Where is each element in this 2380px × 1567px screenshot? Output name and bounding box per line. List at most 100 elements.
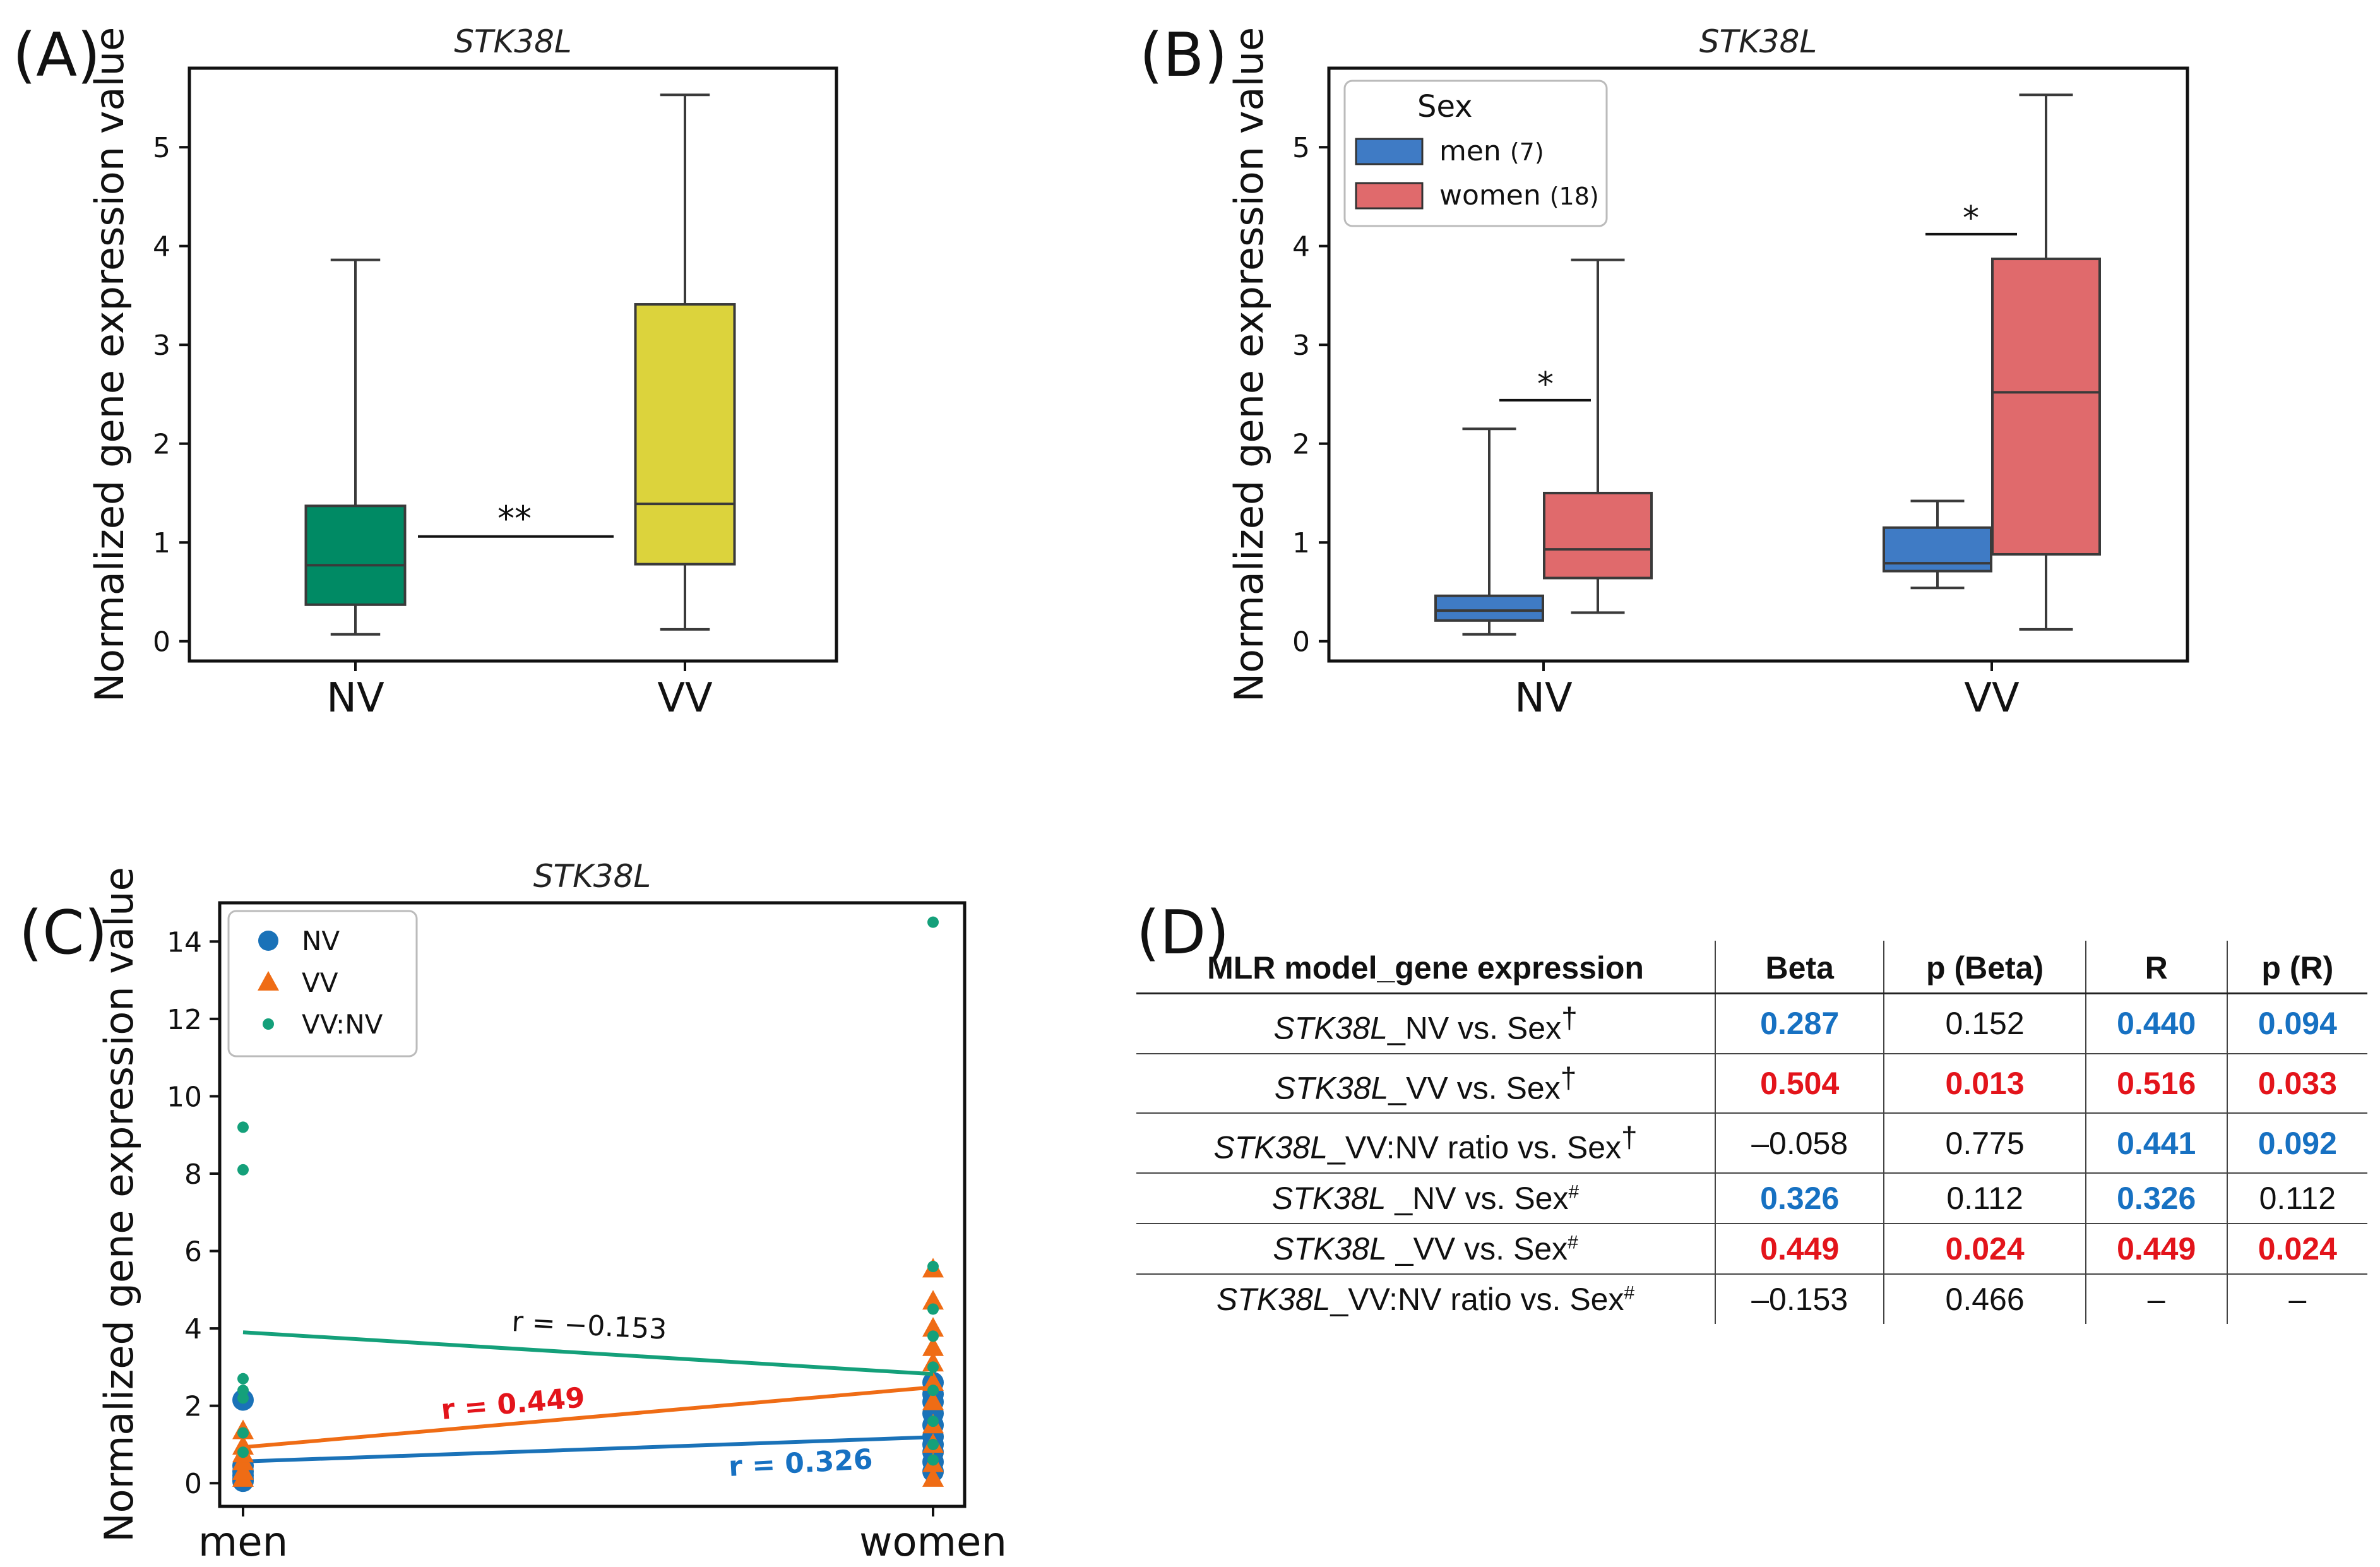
panel-a-plot-frame xyxy=(187,66,838,663)
panel-b-legend-label: women (18) xyxy=(1439,179,1599,212)
table-value-cell: 0.440 xyxy=(2085,993,2227,1054)
panel-c-y-tick-label: 2 xyxy=(184,1391,202,1423)
table-value-cell: 0.024 xyxy=(2226,1223,2367,1275)
panel-b-panel: STK38L 0 1 2 3 4 5 Normalized gene expression v… xyxy=(1226,23,2189,722)
panel-c-legend-marker xyxy=(258,971,279,991)
panel-c-point-vvnv xyxy=(927,916,939,928)
panel-c-point-vvnv xyxy=(927,1261,939,1273)
panel-c-x-tick-label: women xyxy=(859,1519,1007,1566)
panel-c-legend-label: VV:NV xyxy=(302,1009,383,1040)
panel-c-plot-frame xyxy=(218,901,967,1508)
table-row: STK38L _VV vs. Sex# 0.449 0.024 0.449 0.024 xyxy=(1136,1223,2367,1275)
panel-c-point-vv xyxy=(922,1390,944,1410)
panel-c-y-tick-label: 8 xyxy=(184,1159,202,1191)
panel-b-vv-men-box xyxy=(1883,526,1992,573)
panel-a-y-tick-label: 2 xyxy=(153,429,170,461)
panel-a-y-axis-label: Normalized gene expression value xyxy=(86,27,133,702)
panel-c-point-vvnv xyxy=(927,1454,939,1466)
table-value-cell: 0.024 xyxy=(1883,1223,2086,1275)
table-value-cell: –0.153 xyxy=(1714,1273,1884,1324)
table-value-cell: – xyxy=(2085,1273,2227,1324)
panel-b-y-tick-label: 3 xyxy=(1292,330,1310,362)
panel-a-x-tick-label: VV xyxy=(657,675,713,722)
table-model-cell: STK38L _NV vs. Sex# xyxy=(1136,1172,1715,1224)
table-row: STK38L _NV vs. Sex# 0.326 0.112 0.326 0.112 xyxy=(1136,1172,2367,1224)
panel-a-panel: STK38L 0 1 2 3 4 5 Normalized gene expression v… xyxy=(86,23,838,722)
table-model-cell: STK38L_VV:NV ratio vs. Sex† xyxy=(1136,1113,1715,1174)
table-model-cell: STK38L_VV vs. Sex† xyxy=(1136,1053,1715,1114)
gene-name: STK38L xyxy=(1274,1070,1389,1106)
table-value-cell: 0.441 xyxy=(2085,1113,2227,1174)
table-value-cell: 0.516 xyxy=(2085,1053,2227,1114)
panel-c-y-tick-label: 12 xyxy=(167,1004,202,1036)
table-value-cell: 0.112 xyxy=(2226,1172,2367,1224)
panel-a-significance-label: ** xyxy=(497,499,532,539)
panel-c-y-tick-label: 14 xyxy=(167,926,202,958)
panel-c-y-tick-label: 4 xyxy=(184,1313,202,1345)
panel-c-point-vv xyxy=(922,1371,944,1391)
panel-c-x-tick-label: men xyxy=(198,1519,288,1566)
panel-a-y-tick-label: 1 xyxy=(153,527,170,559)
table-value-cell: 0.504 xyxy=(1714,1053,1884,1114)
footnote-marker: † xyxy=(1621,1121,1638,1154)
panel-b-nv-men-box xyxy=(1434,594,1544,622)
panel-c-point-vvnv xyxy=(927,1385,939,1397)
panel-c-y-tick-label: 0 xyxy=(184,1468,202,1500)
table-row: STK38L_NV vs. Sex† 0.287 0.152 0.440 0.094 xyxy=(1136,993,2367,1054)
gene-name: STK38L xyxy=(1216,1281,1331,1317)
panel-a-y-tick-label: 3 xyxy=(153,330,170,362)
table-header-cell: p (Beta) xyxy=(1883,941,2086,994)
panel-a-vv-box xyxy=(634,303,736,566)
panel-c-point-vv xyxy=(922,1467,944,1487)
table-row: STK38L_VV:NV ratio vs. Sex† –0.058 0.775 0.… xyxy=(1136,1113,2367,1174)
panel-c-point-vvnv xyxy=(237,1164,249,1176)
panel-b-title: STK38L xyxy=(1699,23,1818,60)
panel-c-point-vvnv xyxy=(927,1438,939,1450)
panel-c-point-vvnv xyxy=(927,1361,939,1373)
panel-b-x-tick-label: NV xyxy=(1514,675,1573,722)
panel-c-fit-line xyxy=(242,1385,934,1450)
panel-c-y-axis-label: Normalized gene expression value xyxy=(96,867,142,1542)
panel-b-y-axis-label: Normalized gene expression value xyxy=(1226,27,1272,702)
table-row: STK38L_VV:NV ratio vs. Sex# –0.153 0.466– – xyxy=(1136,1273,2367,1324)
panel-c-legend-marker xyxy=(258,931,278,951)
table-value-cell: 0.326 xyxy=(2085,1172,2227,1224)
panel-b-y-tick-label: 1 xyxy=(1292,527,1310,559)
table-value-cell: 0.466 xyxy=(1883,1273,2086,1324)
panel-b-significance-label: * xyxy=(1537,366,1554,403)
table-value-cell: – xyxy=(2226,1273,2367,1324)
panel-c-point-vvnv xyxy=(237,1121,249,1133)
panel-c-point-vv xyxy=(922,1290,944,1310)
panel-b-legend-title: Sex xyxy=(1417,89,1473,124)
panel-c-point-vvnv xyxy=(927,1303,939,1315)
gene-name: STK38L xyxy=(1213,1129,1328,1165)
table-header-cell: R xyxy=(2085,941,2227,994)
table-header-cell: p (R) xyxy=(2226,941,2367,994)
panel-c-r-label-vvnv: r = −0.153 xyxy=(511,1306,667,1346)
table-value-cell: 0.092 xyxy=(2226,1113,2367,1174)
table-row: STK38L_VV vs. Sex† 0.504 0.013 0.516 0.033 xyxy=(1136,1053,2367,1114)
panel-a-title: STK38L xyxy=(454,23,572,60)
table-model-cell: STK38L _VV vs. Sex# xyxy=(1136,1223,1715,1275)
panel-a-y-tick-label: 0 xyxy=(153,626,170,658)
gene-name: STK38L xyxy=(1273,1230,1387,1266)
panel-c-legend-label: VV xyxy=(302,967,338,998)
panel-b-legend-count: (7) xyxy=(1510,138,1544,166)
table-header-cell: Beta xyxy=(1714,941,1884,994)
table-header-cell: MLR model_gene expression xyxy=(1136,941,1715,994)
panel-b-legend-label: men (7) xyxy=(1439,135,1544,167)
table-model-cell: STK38L_NV vs. Sex† xyxy=(1136,993,1715,1054)
panel-b-legend-count: (18) xyxy=(1550,182,1599,210)
panel-c-point-vv xyxy=(922,1336,944,1356)
panel-c-fit-line xyxy=(242,1435,934,1463)
panel-b-y-tick-label: 0 xyxy=(1292,626,1310,658)
panel-b-vv-women-box xyxy=(1991,258,2101,556)
panel-c-legend-label: NV xyxy=(302,926,340,956)
panel-b-significance-label: * xyxy=(1963,200,1979,237)
panel-b-nv-women-box xyxy=(1543,491,1653,580)
table-value-cell: 0.287 xyxy=(1714,993,1884,1054)
panel-b-y-tick-label: 4 xyxy=(1292,231,1310,263)
panel-c-title: STK38L xyxy=(533,858,652,895)
